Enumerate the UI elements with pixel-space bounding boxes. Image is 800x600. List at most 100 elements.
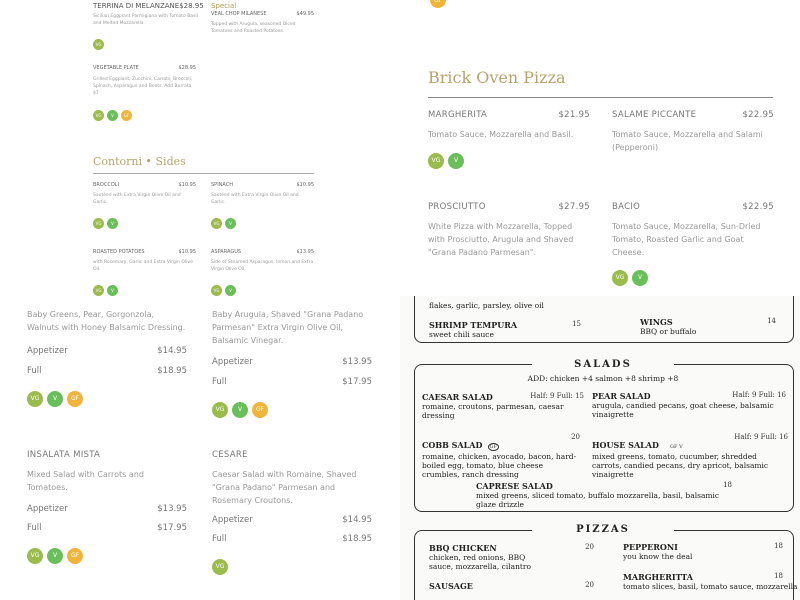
special-label: Special xyxy=(211,2,237,10)
item-name: PROSCIUTTO xyxy=(428,202,486,212)
vegetarian-icon: V xyxy=(47,547,63,564)
item-name: INSALATA MISTA xyxy=(27,450,101,460)
vegetarian-icon: V xyxy=(225,285,236,296)
full-price: $18.95 xyxy=(342,534,372,544)
item-desc: Side of Steamed Asparagus, lemon and Ext… xyxy=(211,260,314,272)
app-item: WINGS 14 BBQ or buffalo xyxy=(640,317,776,336)
item-name: SPINACH xyxy=(211,182,233,188)
item-desc: Baby Greens, Pear, Gorgonzola, Walnuts w… xyxy=(27,310,186,332)
item-price: $22.95 xyxy=(742,110,774,120)
vegan-icon: VG xyxy=(428,152,444,169)
salad-item: Baby Arugula, Shaved "Grana Padano Parme… xyxy=(212,308,372,418)
item-price: $28.95 xyxy=(179,2,204,10)
full-label: Full xyxy=(212,534,227,544)
section-title: PIZZAS xyxy=(576,524,630,535)
item-price: $10.95 xyxy=(178,182,197,188)
appetizer-price: $13.95 xyxy=(342,357,372,367)
divider xyxy=(428,97,773,98)
item-price: 20 xyxy=(585,581,594,589)
item-price: 18 xyxy=(774,572,783,580)
item-desc: Sautéed with Extra Virgin Olive Oil and … xyxy=(211,193,299,205)
item-name: PEPPERONI xyxy=(623,542,678,552)
item-desc: Tomato Sauce, Mozzarella, Sun-Dried Toma… xyxy=(612,222,761,257)
vegetarian-icon: V xyxy=(47,390,63,407)
pizza-item: MARGHERITA $21.95 Tomato Sauce, Mozzarell… xyxy=(428,110,590,169)
item-desc: chicken, red onions, BBQ sauce, mozzarel… xyxy=(429,553,532,571)
menu-image-insalate: Baby Greens, Pear, Gorgonzola, Walnuts w… xyxy=(0,300,400,600)
vegan-icon: VG xyxy=(27,547,43,564)
item-price: $27.95 xyxy=(558,202,590,212)
item-desc: Mixed Salad with Carrots and Tomatoes. xyxy=(27,470,144,492)
item-name: SHRIMP TEMPURA xyxy=(429,320,518,330)
full-label: Full xyxy=(212,377,227,387)
section-title: Contorni • Sides xyxy=(93,155,186,168)
section-title: SALADS xyxy=(574,359,632,370)
item-name: WINGS xyxy=(640,317,673,327)
vegetarian-icon: V xyxy=(632,269,648,286)
gluten-free-icon: GF xyxy=(67,547,83,564)
item-price: 18 xyxy=(723,481,732,489)
full-price: $17.95 xyxy=(342,377,372,387)
vegan-icon: VG xyxy=(93,39,104,50)
item-desc: Tomato Sauce, Mozzarella and Basil. xyxy=(428,130,574,139)
item-name: MARGHERITA xyxy=(428,110,488,120)
pizza-item: PROSCIUTTO $27.95 White Pizza with Mozzar… xyxy=(428,202,590,259)
full-label: Full xyxy=(27,366,42,376)
item-name: BACIO xyxy=(612,202,641,212)
item-desc: tomato slices, basil, tomato sauce, mozz… xyxy=(623,582,798,591)
side-item: ROASTED POTATOES $10.95 with Rosemary, Ga… xyxy=(93,249,196,296)
item-price: $28.95 xyxy=(178,65,197,71)
item-price: 18 xyxy=(774,542,783,550)
menu-item: Special VEAL CHOP MILANESE $49.95 Topped … xyxy=(211,2,314,35)
salad-item: COBB SALAD GF 20 romaine, chicken, avocad… xyxy=(422,433,580,479)
item-desc: mixed greens, tomato, cucumber, shredded… xyxy=(592,452,769,479)
appetizer-label: Appetizer xyxy=(27,504,68,514)
item-name: TERRINA DI MELANZANE xyxy=(93,2,180,10)
pizza-item: BACIO $22.95 Tomato Sauce, Mozzarella, Su… xyxy=(612,202,774,286)
vegan-icon: VG xyxy=(211,218,222,229)
side-item: ASPARAGUS $13.95 Side of Steamed Asparagu… xyxy=(211,249,314,296)
item-desc: BBQ or buffalo xyxy=(640,327,697,336)
appetizer-label: Appetizer xyxy=(27,346,68,356)
side-item: SPINACH $10.95 Sautéed with Extra Virgin … xyxy=(211,182,314,229)
menu-image-brick-oven-pizza: GF Brick Oven Pizza MARGHERITA $21.95 Tom… xyxy=(400,0,800,292)
vegetarian-icon: V xyxy=(225,218,236,229)
full-label: Full xyxy=(27,523,42,533)
vegetarian-icon: V xyxy=(107,110,118,121)
gluten-free-icon: GF xyxy=(121,110,132,121)
pizzas-title-gap xyxy=(532,526,674,534)
pizza-item: SALAME PICCANTE $22.95 Tomato Sauce, Mozz… xyxy=(612,110,774,154)
appetizer-price: $13.95 xyxy=(157,504,187,514)
item-name: BROCCOLI xyxy=(93,182,120,188)
salad-item: INSALATA MISTA Mixed Salad with Carrots … xyxy=(27,450,187,564)
salad-item: Baby Greens, Pear, Gorgonzola, Walnuts w… xyxy=(27,308,187,407)
item-price: $13.95 xyxy=(296,249,315,255)
item-desc: White Pizza with Mozzarella, Topped with… xyxy=(428,222,574,257)
item-desc: Baby Arugula, Shaved "Grana Padano Parme… xyxy=(212,310,364,345)
item-name: VEGETABLE PLATE xyxy=(93,65,139,71)
item-price: 20 xyxy=(585,543,594,551)
vegan-icon: VG xyxy=(93,218,104,229)
item-desc: romaine, chicken, avocado, bacon, hard-b… xyxy=(422,452,577,479)
item-name: MARGHERITTA xyxy=(623,572,693,582)
gluten-free-icon: GF xyxy=(67,390,83,407)
item-price: 20 xyxy=(571,433,580,441)
item-name: SALAME PICCANTE xyxy=(612,110,697,120)
appetizers-box xyxy=(414,296,794,343)
item-price: 14 xyxy=(767,317,776,325)
menu-image-entrees-sides: TERRINA DI MELANZANE $28.95 Sicilian Eggp… xyxy=(0,0,400,300)
pizza-item: MARGHERITTA 18 tomato slices, basil, toma… xyxy=(623,572,798,591)
salad-item: CESARE Caesar Salad with Romaine, Shaved… xyxy=(212,450,372,575)
salad-item: PEAR SALAD Half: 9 Full: 16 arugula, cand… xyxy=(592,391,786,419)
item-desc: arugula, candied pecans, goat cheese, ba… xyxy=(592,401,774,419)
diet-badges: GF V xyxy=(670,444,683,450)
vegetarian-icon: V xyxy=(107,285,118,296)
item-price: $21.95 xyxy=(558,110,590,120)
salads-title-gap xyxy=(532,360,674,368)
item-desc: flakes, garlic, parsley, olive oil xyxy=(429,301,544,310)
pizza-item: PEPPERONI 18 you know the deal xyxy=(623,542,783,561)
item-price: $10.95 xyxy=(296,182,315,188)
vegan-icon: VG xyxy=(211,285,222,296)
vegan-icon: VG xyxy=(93,110,104,121)
full-price: $18.95 xyxy=(157,366,187,376)
